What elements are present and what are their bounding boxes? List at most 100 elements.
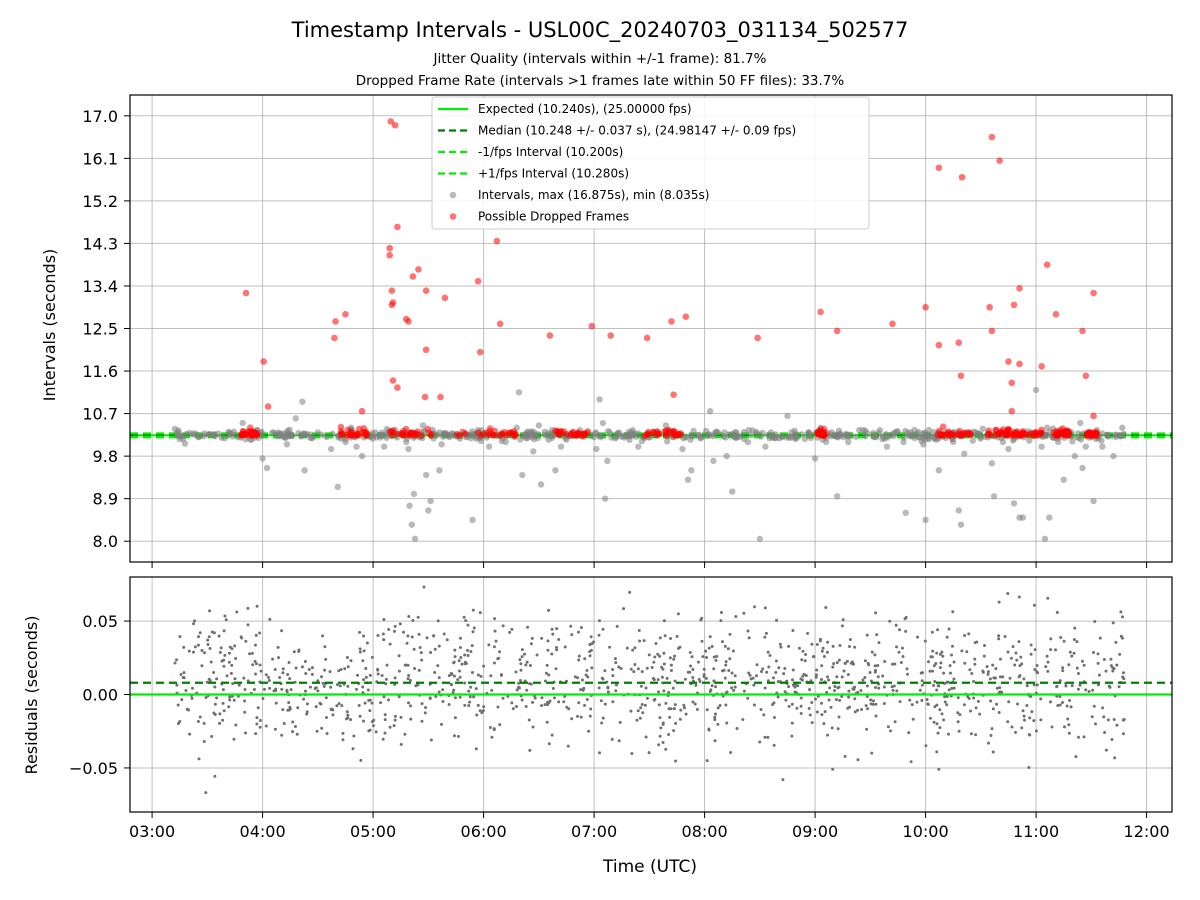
residual-point: [466, 648, 470, 652]
residual-point: [374, 730, 378, 734]
interval-point: [358, 452, 366, 460]
residual-point: [579, 626, 583, 630]
residual-point: [1034, 729, 1038, 733]
residual-point: [358, 714, 362, 718]
dropped-frame-point: [668, 318, 675, 325]
residual-point: [176, 721, 180, 725]
x-axis-label: Time (UTC): [602, 857, 697, 877]
residual-point: [255, 716, 259, 720]
residual-point: [540, 704, 544, 708]
residual-point: [989, 699, 993, 703]
dropped-frame-point: [441, 294, 449, 302]
residual-point: [335, 683, 339, 687]
residual-point: [280, 629, 284, 633]
residual-point: [641, 711, 645, 715]
residual-point: [387, 627, 391, 631]
residual-point: [453, 716, 457, 720]
residual-point: [874, 702, 878, 706]
residual-point: [763, 635, 767, 639]
residual-point: [923, 639, 927, 643]
residual-point: [694, 683, 698, 687]
residual-point: [845, 659, 849, 663]
residual-point: [1121, 671, 1125, 675]
residual-point: [1114, 640, 1118, 644]
dropped-frame-point: [480, 430, 487, 438]
interval-point: [902, 509, 909, 517]
residual-point: [474, 687, 478, 691]
residual-point: [874, 668, 878, 672]
residual-point: [528, 748, 532, 752]
interval-point: [590, 434, 598, 441]
interval-point: [601, 495, 609, 502]
residual-point: [1076, 735, 1080, 739]
residual-point: [213, 774, 217, 778]
dropped-frame-point: [501, 429, 508, 436]
residual-point: [490, 688, 494, 692]
residual-point: [478, 709, 482, 713]
residual-point: [766, 735, 770, 739]
residual-point: [771, 676, 775, 680]
residual-point: [458, 675, 462, 679]
residual-point: [547, 742, 551, 746]
residual-point: [492, 727, 496, 731]
residual-point: [540, 696, 544, 700]
residual-point: [1107, 684, 1111, 688]
residual-point: [285, 690, 289, 694]
residual-point: [843, 661, 847, 665]
residual-point: [982, 654, 986, 658]
residual-point: [562, 700, 566, 704]
residual-point: [956, 696, 960, 700]
residual-point: [863, 659, 867, 663]
residual-point: [633, 663, 637, 667]
residual-point: [231, 682, 235, 686]
residual-point: [546, 639, 550, 643]
interval-point: [329, 430, 336, 438]
residual-point: [856, 708, 860, 712]
residual-point: [230, 647, 234, 651]
residual-point: [735, 727, 739, 731]
residual-point: [700, 639, 704, 643]
residual-point: [229, 671, 233, 675]
dropped-frame-point: [955, 339, 963, 346]
residual-point: [942, 718, 946, 722]
residual-point: [1070, 684, 1074, 688]
dropped-frame-point: [453, 430, 461, 438]
residual-point: [1078, 683, 1082, 687]
residual-point: [787, 685, 791, 689]
residual-point: [288, 705, 292, 709]
residual-point: [414, 684, 418, 688]
dropped-frame-point: [349, 432, 357, 439]
residual-point: [965, 650, 969, 654]
residual-point: [1092, 704, 1096, 708]
residual-point: [313, 686, 317, 690]
residual-point: [1056, 703, 1060, 707]
residual-point: [836, 727, 840, 731]
residual-point: [978, 712, 982, 716]
residual-point: [728, 657, 732, 661]
interval-point: [327, 445, 335, 453]
residual-point: [278, 675, 282, 679]
residual-point: [1072, 637, 1076, 641]
residual-point: [193, 619, 197, 623]
residual-point: [253, 643, 257, 647]
residual-point: [998, 686, 1002, 690]
residual-point: [1122, 677, 1126, 681]
residual-point: [606, 685, 610, 689]
dropped-frame-point: [421, 393, 429, 401]
residual-point: [831, 767, 835, 771]
dropped-frame-point: [358, 407, 366, 415]
y-tick-label: 9.8: [93, 447, 118, 466]
residual-point: [178, 635, 182, 639]
residual-point: [227, 651, 231, 655]
residual-point: [832, 662, 836, 666]
residual-point: [590, 666, 594, 670]
residual-point: [324, 715, 328, 719]
interval-point: [910, 431, 917, 439]
residual-point: [669, 663, 673, 667]
residual-point: [207, 635, 211, 639]
dropped-frame-point: [669, 429, 677, 436]
residual-point: [530, 636, 534, 640]
residual-point: [223, 614, 227, 618]
residual-point: [1025, 684, 1029, 688]
residual-point: [653, 655, 657, 659]
